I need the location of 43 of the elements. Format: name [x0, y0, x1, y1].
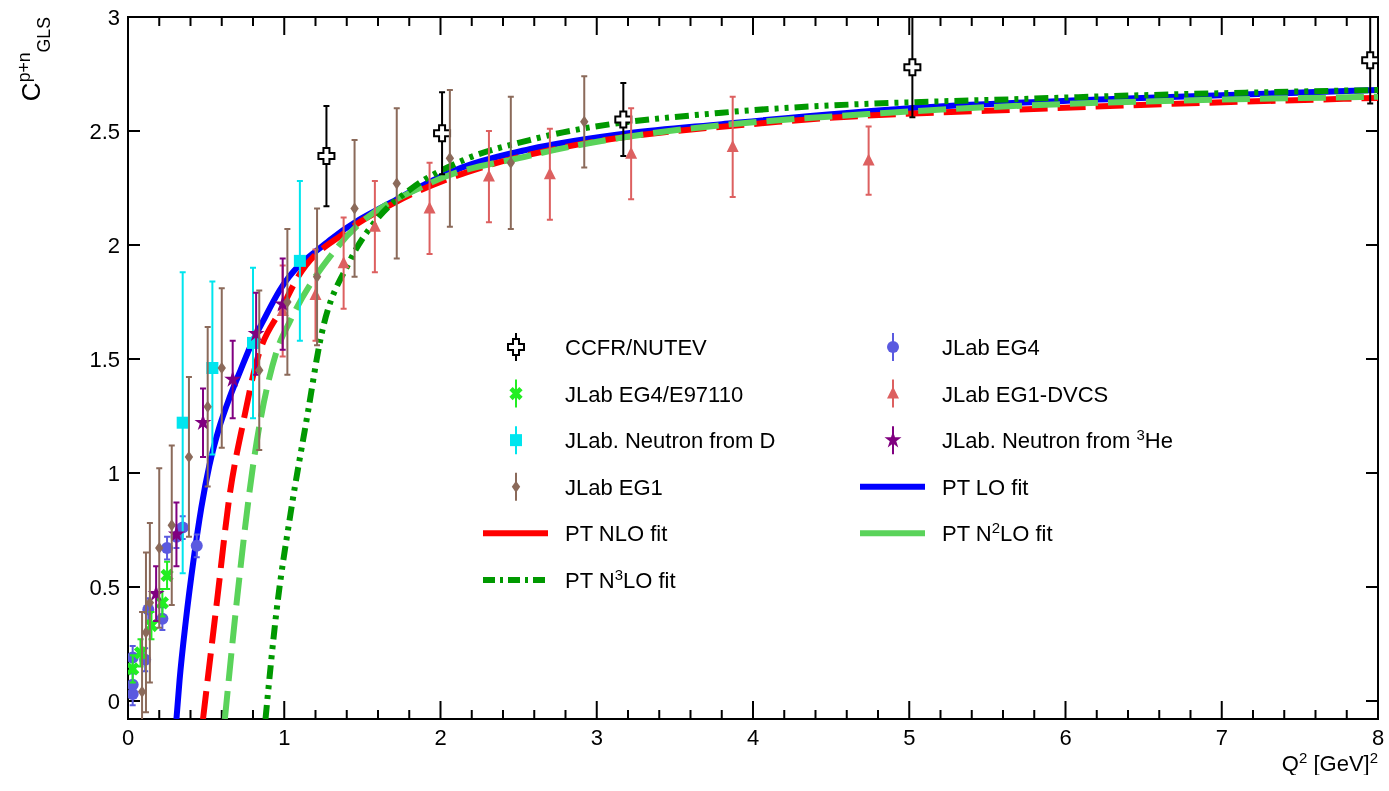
legend-label: PT NLO fit: [565, 521, 668, 547]
legend-label: PT LO fit: [942, 474, 1029, 500]
point: [862, 153, 875, 166]
legend-label: JLab. Neutron from $^{3}$He: [942, 425, 1173, 454]
x-tick-label: 8: [1371, 725, 1385, 750]
y-tick-label: 3: [107, 5, 120, 30]
x-tick-label: 7: [1215, 725, 1228, 750]
point: [423, 201, 436, 214]
point: [506, 156, 516, 169]
x-tick-label: 5: [903, 725, 916, 750]
point: [337, 256, 350, 269]
x-tick-label: 4: [746, 725, 760, 750]
legend-label: PT N$^{2}$LO fit: [942, 518, 1053, 547]
legend-label: CCFR/NUTEV: [565, 334, 708, 360]
point: [224, 370, 242, 387]
legend-label: JLab. Neutron from D: [565, 428, 776, 454]
legend-label: JLab EG1: [565, 474, 663, 500]
point: [190, 539, 203, 552]
x-tick-label: 6: [1059, 725, 1072, 750]
point: [176, 416, 189, 429]
x-axis-title: Q$^{2}$ [GeV]$^{2}$: [1281, 748, 1378, 776]
point: [903, 58, 922, 77]
point: [543, 167, 556, 180]
point: [614, 110, 633, 129]
y-tick-label: 2.5: [89, 118, 120, 144]
point: [217, 362, 226, 374]
point: [445, 152, 455, 165]
y-tick-label: 0: [107, 688, 120, 714]
point: [433, 124, 452, 143]
point: [317, 147, 336, 166]
legend-label: PT N$^{3}$LO fit: [565, 565, 676, 593]
y-tick-label: 1: [107, 460, 120, 486]
x-tick-label: 3: [590, 725, 603, 750]
x-tick-label: 2: [434, 725, 447, 750]
y-tick-label: 2: [107, 232, 120, 258]
legend-label: JLab EG1-DVCS: [942, 381, 1109, 407]
legend-label: JLab EG4: [942, 334, 1040, 360]
point: [293, 254, 306, 267]
point: [1361, 51, 1378, 70]
y-tick-label: 0.5: [89, 574, 120, 600]
legend-label: JLab EG4/E97110: [565, 381, 744, 407]
x-tick-label: 1: [278, 725, 291, 750]
y-tick-label: 1.5: [89, 346, 120, 372]
